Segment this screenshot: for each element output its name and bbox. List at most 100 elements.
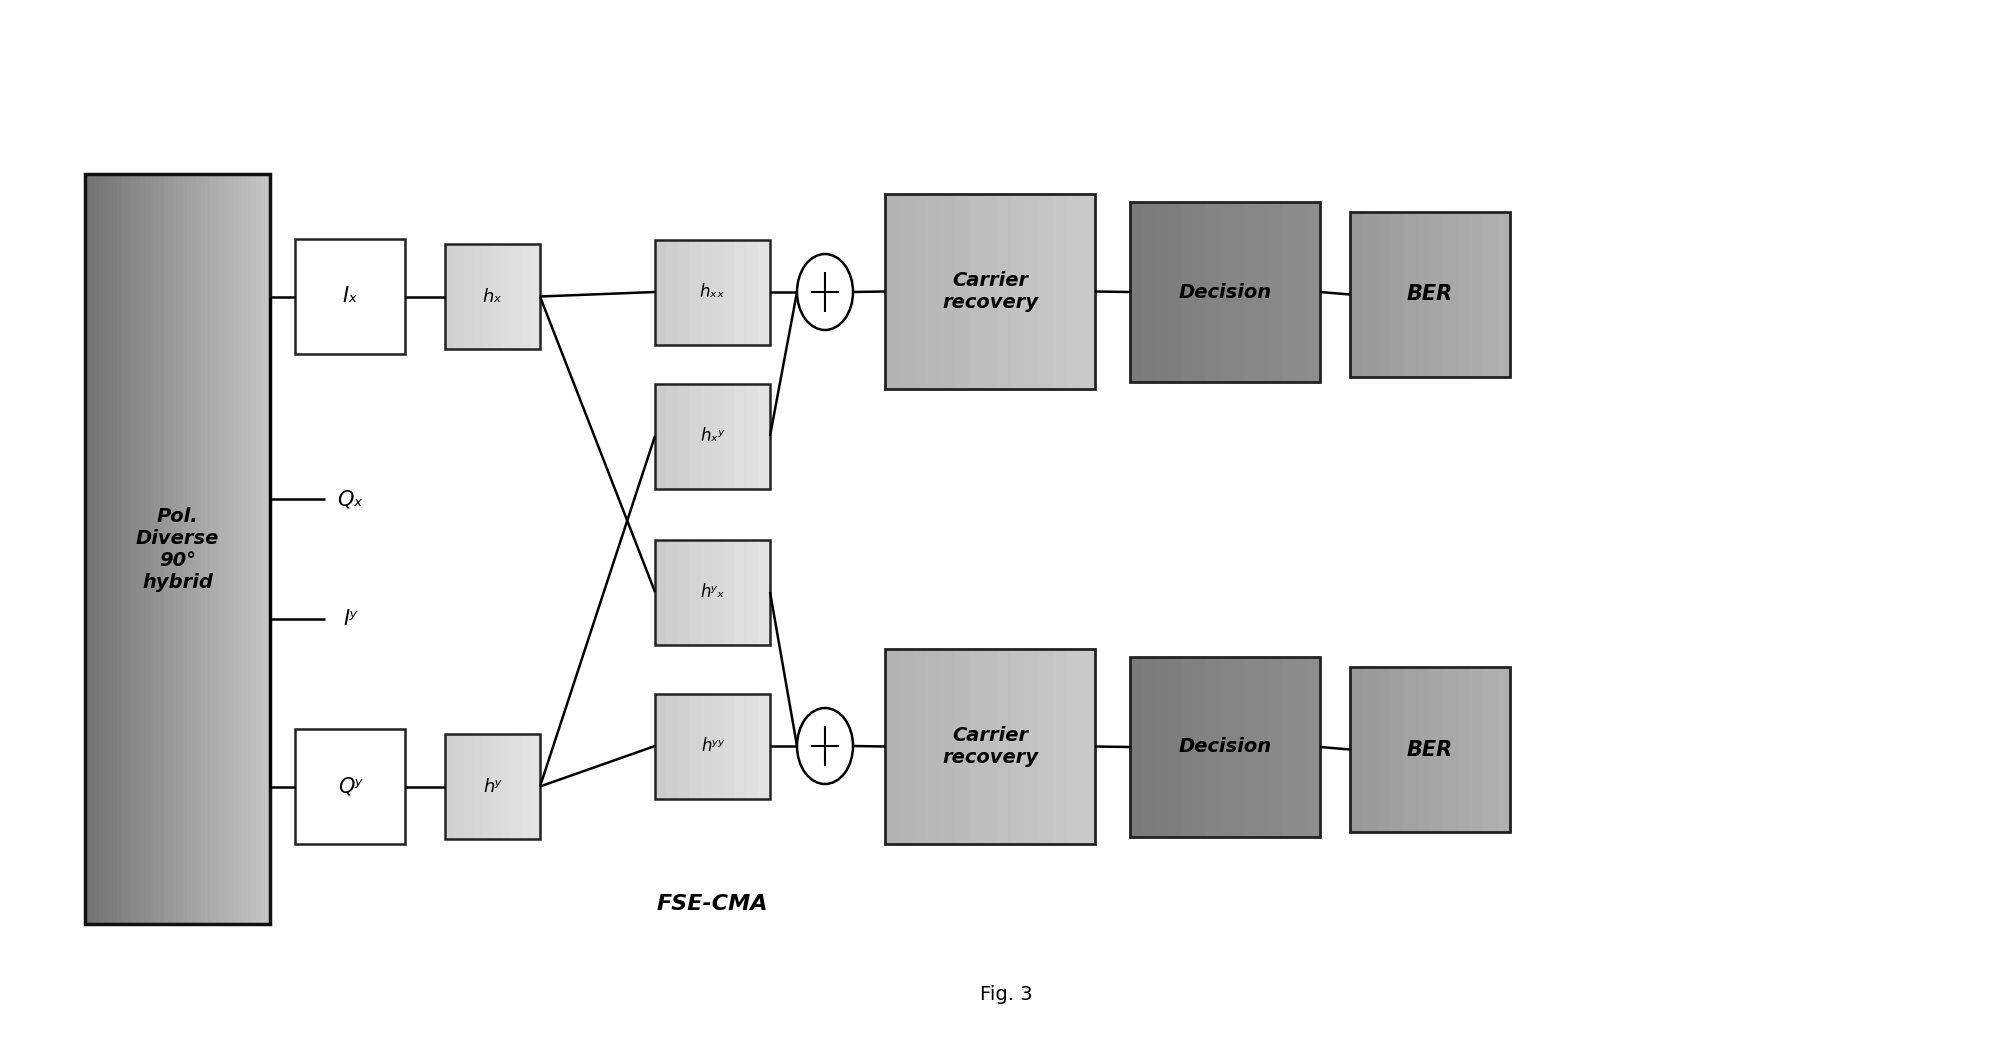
Bar xyxy=(1416,212,1431,377)
Bar xyxy=(746,239,759,345)
Bar xyxy=(656,694,771,799)
Bar xyxy=(95,174,101,924)
Bar xyxy=(1155,202,1169,382)
Bar xyxy=(1350,212,1509,377)
Bar xyxy=(445,243,455,349)
Bar xyxy=(1066,194,1082,389)
Bar xyxy=(163,174,169,924)
Bar xyxy=(531,243,541,349)
Bar xyxy=(928,194,942,389)
Bar xyxy=(521,243,531,349)
Bar xyxy=(656,384,771,488)
Bar xyxy=(493,734,503,839)
Bar xyxy=(1243,657,1258,837)
Bar xyxy=(656,239,771,345)
Bar xyxy=(1471,212,1485,377)
Bar xyxy=(187,174,193,924)
Bar xyxy=(205,174,211,924)
Bar xyxy=(666,540,678,644)
Bar xyxy=(899,649,913,844)
Bar xyxy=(233,174,239,924)
Bar xyxy=(1066,649,1082,844)
Bar xyxy=(483,243,493,349)
Bar xyxy=(131,174,137,924)
Text: Iʸ: Iʸ xyxy=(344,609,356,629)
Bar xyxy=(109,174,115,924)
Bar xyxy=(1483,212,1497,377)
Bar xyxy=(149,174,155,924)
Bar xyxy=(970,194,984,389)
Bar xyxy=(656,540,668,644)
Bar xyxy=(724,239,736,345)
Bar xyxy=(899,194,913,389)
Bar xyxy=(1038,649,1054,844)
Bar xyxy=(256,174,262,924)
Bar xyxy=(913,194,928,389)
Bar xyxy=(942,194,956,389)
Bar xyxy=(137,174,141,924)
Bar xyxy=(1390,667,1404,832)
Text: BER: BER xyxy=(1406,740,1453,760)
Bar xyxy=(700,384,714,488)
Bar xyxy=(712,540,724,644)
Bar xyxy=(465,734,475,839)
Bar xyxy=(99,174,105,924)
Bar xyxy=(473,243,485,349)
Bar xyxy=(195,174,201,924)
Bar xyxy=(998,194,1012,389)
Text: Carrier
recovery: Carrier recovery xyxy=(942,726,1038,767)
Bar xyxy=(998,649,1012,844)
Bar xyxy=(690,384,702,488)
Bar xyxy=(191,174,197,924)
Bar xyxy=(942,649,956,844)
Bar xyxy=(1431,212,1445,377)
Bar xyxy=(690,540,702,644)
Text: Fig. 3: Fig. 3 xyxy=(980,984,1032,1003)
Bar xyxy=(1294,202,1308,382)
Bar xyxy=(1024,649,1040,844)
Bar xyxy=(141,174,147,924)
Bar xyxy=(724,384,736,488)
Bar xyxy=(656,540,771,644)
Bar xyxy=(1024,194,1040,389)
Bar xyxy=(445,734,539,839)
Bar xyxy=(746,694,759,799)
Bar xyxy=(1181,657,1195,837)
Bar xyxy=(1294,657,1308,837)
Bar xyxy=(1457,212,1471,377)
Bar xyxy=(1131,202,1320,382)
Bar xyxy=(1010,194,1026,389)
Bar xyxy=(1205,202,1219,382)
Bar xyxy=(445,243,539,349)
Bar xyxy=(678,384,690,488)
Bar xyxy=(1258,657,1270,837)
Bar xyxy=(1258,202,1270,382)
Bar xyxy=(503,243,513,349)
Text: hʸₓ: hʸₓ xyxy=(700,583,724,601)
Bar xyxy=(1169,657,1181,837)
Bar xyxy=(1010,649,1026,844)
Bar xyxy=(183,174,187,924)
Bar xyxy=(1282,202,1296,382)
Bar xyxy=(1143,202,1157,382)
Bar xyxy=(1364,667,1378,832)
Bar xyxy=(145,174,151,924)
Bar xyxy=(1497,667,1511,832)
Bar xyxy=(1143,657,1157,837)
Bar xyxy=(1483,667,1497,832)
Bar xyxy=(1497,212,1511,377)
Bar xyxy=(1457,667,1471,832)
Text: Pol.
Diverse
90°
hybrid: Pol. Diverse 90° hybrid xyxy=(137,507,219,591)
Bar xyxy=(746,540,759,644)
Bar xyxy=(1308,657,1322,837)
Bar xyxy=(956,649,970,844)
Bar xyxy=(1443,667,1457,832)
Bar xyxy=(700,540,714,644)
Bar xyxy=(201,174,207,924)
Bar xyxy=(1231,657,1245,837)
Text: hₓₓ: hₓₓ xyxy=(700,284,724,301)
Bar xyxy=(445,734,455,839)
Bar xyxy=(746,384,759,488)
Bar xyxy=(1443,212,1457,377)
Bar xyxy=(956,194,970,389)
